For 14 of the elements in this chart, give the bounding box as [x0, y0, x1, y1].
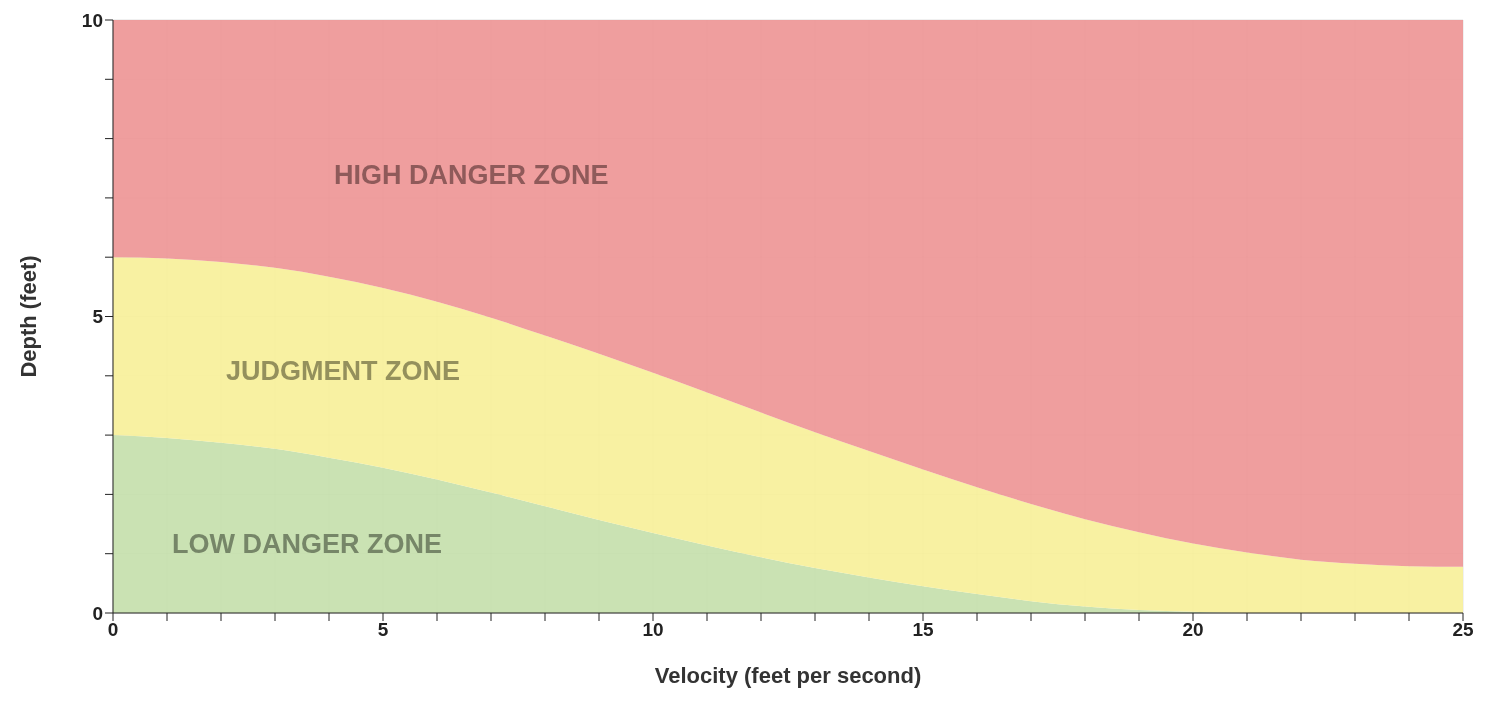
series-label: HIGH DANGER ZONE — [334, 159, 609, 190]
x-tick-label: 10 — [642, 619, 664, 641]
x-tick-label: 20 — [1182, 619, 1204, 641]
y-tick-label: 0 — [92, 602, 103, 624]
x-tick-label: 25 — [1452, 619, 1474, 641]
series-label: LOW DANGER ZONE — [172, 528, 442, 559]
x-tick-label: 15 — [912, 619, 934, 641]
y-tick-label: 5 — [92, 306, 104, 328]
x-tick-label: 0 — [107, 619, 119, 641]
x-tick-label: 5 — [377, 619, 389, 641]
x-axis-title: Velocity (feet per second) — [654, 663, 922, 688]
y-tick-label: 10 — [81, 9, 103, 31]
y-axis-title: Depth (feet) — [15, 255, 41, 378]
series-label: JUDGMENT ZONE — [226, 356, 461, 387]
